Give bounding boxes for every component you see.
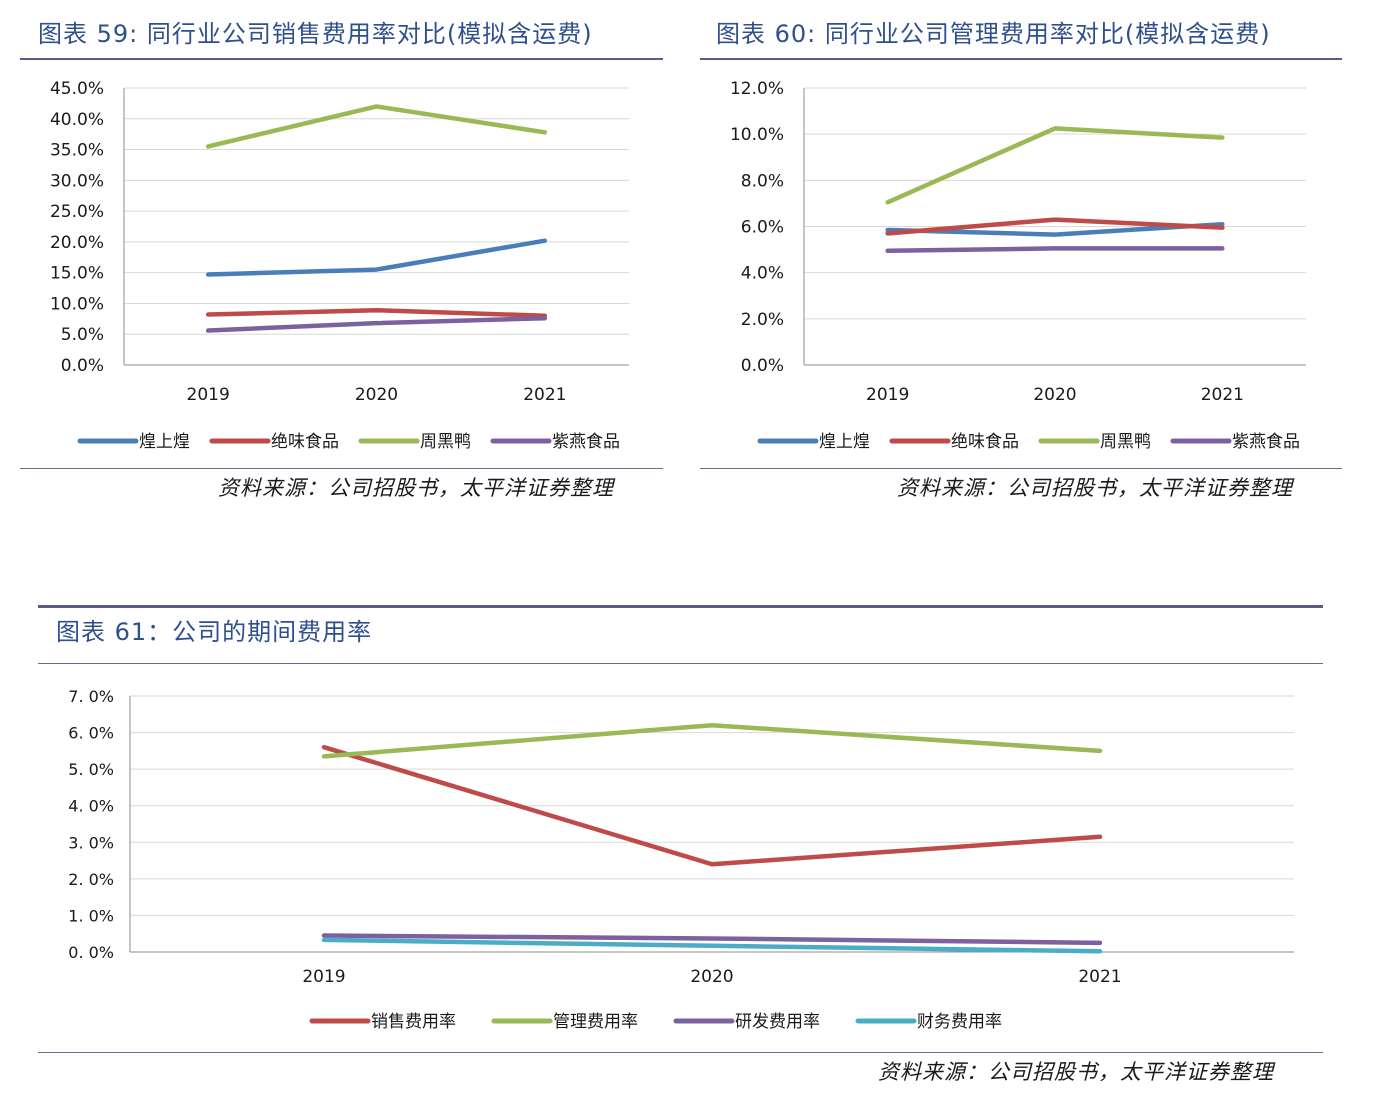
chart-61-source: 资料来源：公司招股书，太平洋证券整理 xyxy=(878,1060,1274,1084)
chart-59-bottom-rule xyxy=(20,468,663,469)
y-tick-label: 2.0% xyxy=(741,310,784,330)
y-tick-label: 6. 0% xyxy=(68,724,114,743)
legend-label: 管理费用率 xyxy=(553,1012,638,1032)
x-tick-label: 2021 xyxy=(1201,385,1244,405)
legend-label: 煌上煌 xyxy=(139,432,190,452)
y-tick-label: 1. 0% xyxy=(68,906,114,925)
chart-61-plot: 0. 0% 1. 0% 2. 0% 3. 0% 4. 0% 5. 0% 6. 0% 7. 0%… xyxy=(68,687,1294,1032)
y-tick-label: 5. 0% xyxy=(68,760,114,779)
series-line xyxy=(885,126,1225,205)
legend-label: 绝味食品 xyxy=(951,432,1019,452)
chart-60-source: 资料来源：公司招股书，太平洋证券整理 xyxy=(897,476,1293,500)
y-tick-label: 30.0% xyxy=(50,171,104,191)
y-tick-label: 45.0% xyxy=(50,79,104,99)
chart-60-bottom-rule xyxy=(700,468,1342,469)
x-tick-label: 2020 xyxy=(1033,385,1076,405)
chart-59-plot: 0.0% 5.0% 10.0% 15.0% 20.0% 25.0% 30.0% 35.0% 40… xyxy=(50,79,629,452)
y-tick-label: 10.0% xyxy=(730,125,784,145)
y-tick-label: 0. 0% xyxy=(68,943,114,962)
x-tick-label: 2020 xyxy=(690,967,733,987)
y-tick-label: 0.0% xyxy=(61,356,104,376)
chart-61-title-rule xyxy=(38,663,1323,664)
y-tick-label: 5.0% xyxy=(61,325,104,345)
x-tick-label: 2021 xyxy=(523,385,566,405)
x-tick-label: 2019 xyxy=(302,967,345,987)
chart-60-top-rule xyxy=(700,58,1342,60)
y-tick-label: 35.0% xyxy=(50,141,104,161)
y-tick-label: 8.0% xyxy=(741,171,784,191)
y-tick-label: 20.0% xyxy=(50,233,104,253)
chart-59-source: 资料来源：公司招股书，太平洋证券整理 xyxy=(218,476,614,500)
chart-59-title: 图表 59: 同行业公司销售费用率对比(模拟含运费) xyxy=(38,20,593,48)
legend-label: 周黑鸭 xyxy=(1100,432,1151,452)
legend-label: 研发费用率 xyxy=(735,1012,820,1032)
series-line xyxy=(205,307,548,319)
chart-61-top-rule xyxy=(38,605,1323,608)
y-tick-label: 4. 0% xyxy=(68,797,114,816)
legend-label: 紫燕食品 xyxy=(552,432,620,452)
x-tick-label: 2019 xyxy=(187,385,230,405)
y-tick-label: 3. 0% xyxy=(68,833,114,852)
legend-label: 财务费用率 xyxy=(917,1012,1002,1032)
y-tick-label: 25.0% xyxy=(50,202,104,222)
y-tick-label: 7. 0% xyxy=(68,687,114,706)
legend-label: 周黑鸭 xyxy=(420,432,471,452)
chart-60-plot: 0.0% 2.0% 4.0% 6.0% 8.0% 10.0% 12.0% 2019 2020 20… xyxy=(730,79,1306,452)
y-tick-label: 4.0% xyxy=(741,264,784,284)
chart-59-top-rule xyxy=(20,58,663,60)
series-line xyxy=(321,723,1103,759)
chart-61-title: 图表 61：公司的期间费用率 xyxy=(56,618,373,646)
y-tick-label: 40.0% xyxy=(50,110,104,130)
y-tick-label: 2. 0% xyxy=(68,870,114,889)
y-tick-label: 10.0% xyxy=(50,294,104,314)
legend-label: 煌上煌 xyxy=(819,432,870,452)
y-tick-label: 15.0% xyxy=(50,264,104,284)
chart-60-title: 图表 60: 同行业公司管理费用率对比(模拟含运费) xyxy=(716,20,1271,48)
series-line xyxy=(205,238,548,277)
legend-label: 绝味食品 xyxy=(271,432,339,452)
y-tick-label: 12.0% xyxy=(730,79,784,99)
series-line xyxy=(205,104,548,149)
y-tick-label: 6.0% xyxy=(741,218,784,238)
x-tick-label: 2021 xyxy=(1078,967,1121,987)
series-line xyxy=(205,315,548,333)
legend-label: 紫燕食品 xyxy=(1232,432,1300,452)
y-tick-label: 0.0% xyxy=(741,356,784,376)
x-tick-label: 2019 xyxy=(866,385,909,405)
legend-label: 销售费用率 xyxy=(371,1012,456,1032)
chart-61-bottom-rule xyxy=(38,1052,1323,1053)
series-line xyxy=(885,246,1225,253)
x-tick-label: 2020 xyxy=(355,385,398,405)
